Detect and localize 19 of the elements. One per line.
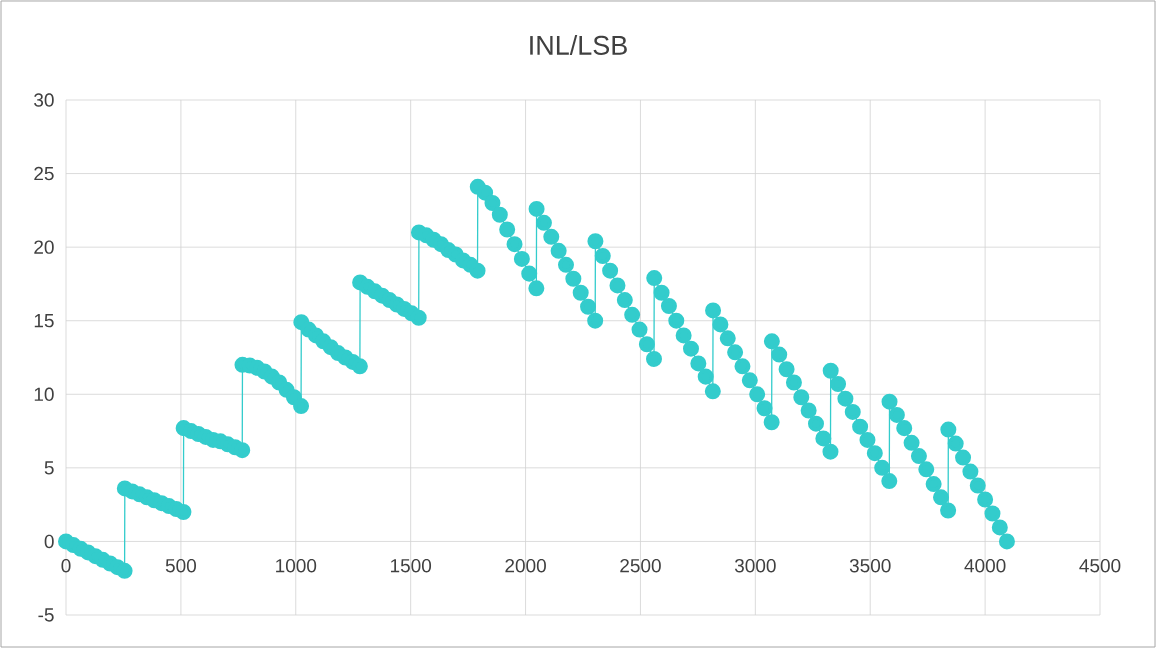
y-tick-label: 0 <box>44 534 54 549</box>
y-tick-label: 30 <box>34 93 54 107</box>
y-tick-label: 25 <box>34 166 54 181</box>
y-tick-label: 20 <box>34 240 54 254</box>
y-tick-label: 10 <box>34 387 54 402</box>
y-tick-label: -5 <box>38 608 54 622</box>
y-tick-label: 5 <box>44 461 54 475</box>
x-tick-label: 3500 <box>849 558 891 573</box>
x-tick-label: 500 <box>165 558 196 573</box>
y-tick-label: 15 <box>34 314 54 328</box>
chart-title: INL/LSB <box>530 35 627 55</box>
x-tick-label: 2500 <box>620 558 661 573</box>
x-tick-label: 4000 <box>964 558 1006 573</box>
x-tick-label: 2000 <box>505 558 546 573</box>
x-tick-label: 1000 <box>276 558 317 573</box>
x-tick-label: 1500 <box>390 558 432 573</box>
x-tick-label: 3000 <box>734 558 776 573</box>
x-tick-label: 0 <box>61 558 71 573</box>
x-tick-label: 4500 <box>1079 558 1121 573</box>
